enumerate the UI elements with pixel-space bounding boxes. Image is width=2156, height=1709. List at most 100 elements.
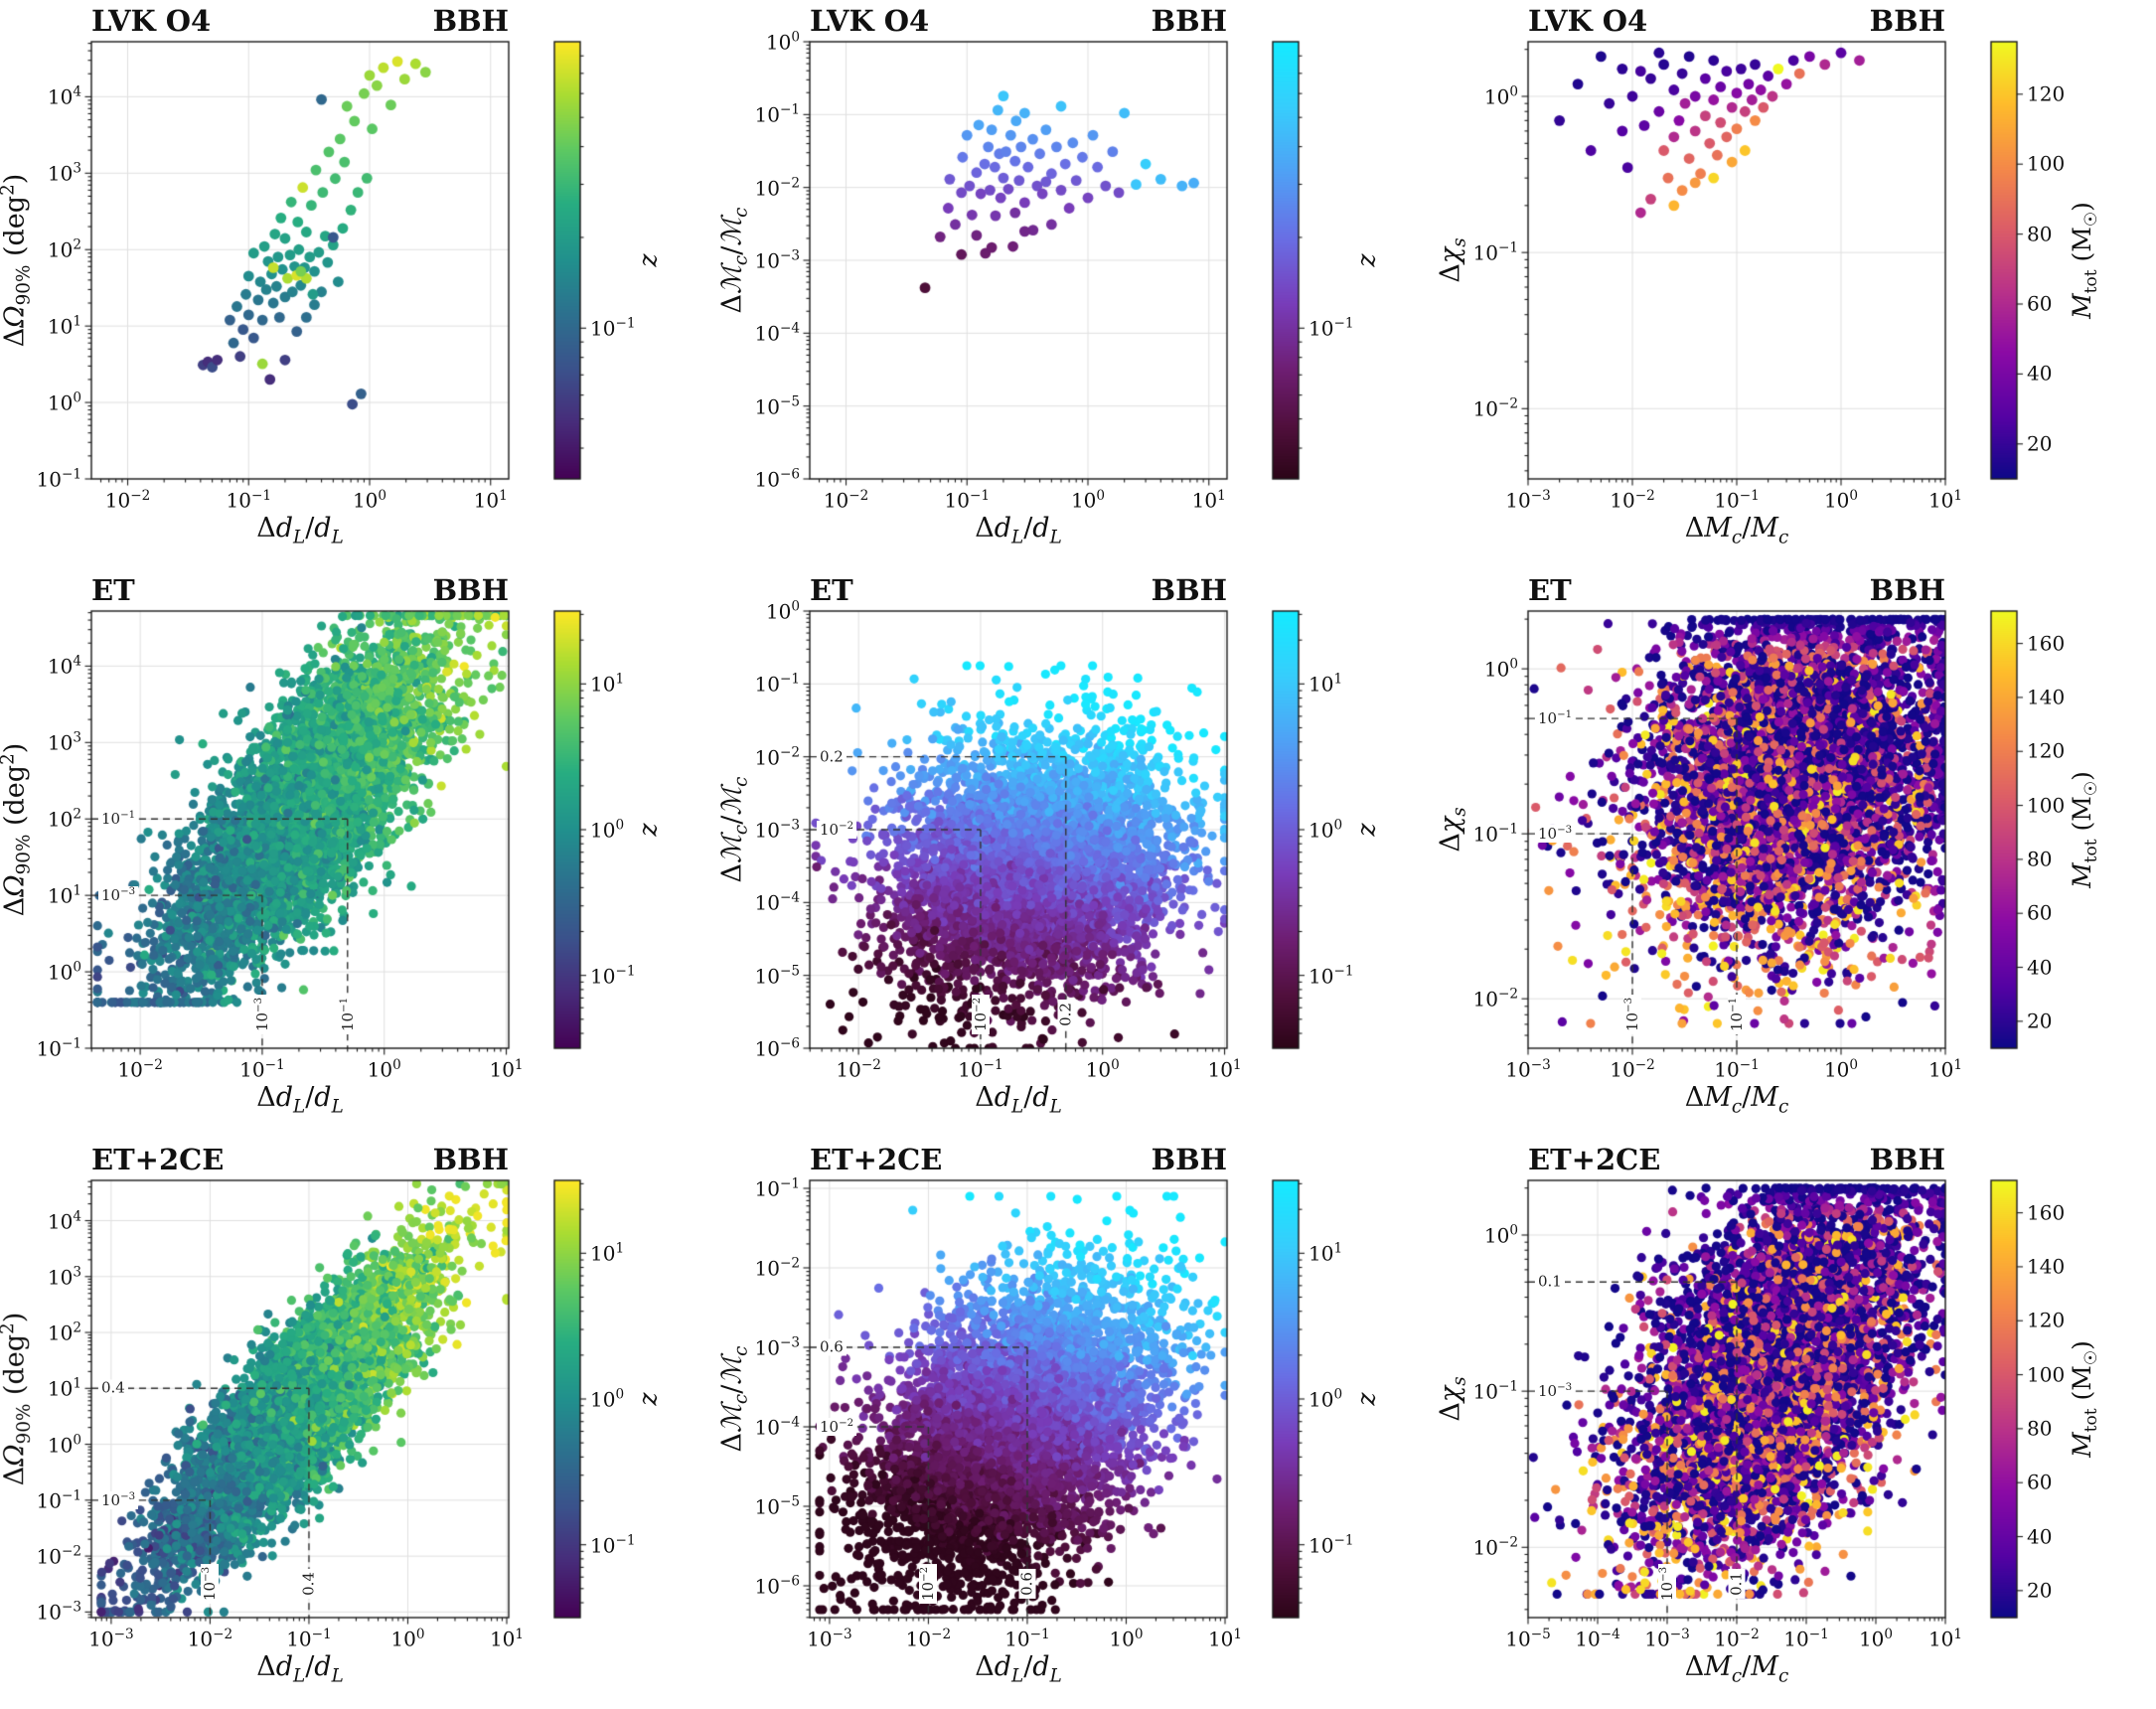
panel-et-chirp-mass: ET BBH Δℳc/ℳc ΔdL/dL z 10−2 10−1 100 101 10−… <box>716 569 1437 1139</box>
colorbar-tick-label: 10−1 <box>1309 1532 1354 1557</box>
panel-network-title: ET <box>91 573 135 607</box>
guide-threshold-label: 10−3 <box>1535 1382 1576 1401</box>
x-tick-label: 10−3 <box>1505 1057 1551 1082</box>
guide-threshold-label: 10−3 <box>1623 994 1641 1035</box>
y-tick-label: 10−1 <box>1472 821 1519 847</box>
y-tick-label: 10−5 <box>754 1493 801 1519</box>
colorbar-label: z <box>633 253 663 267</box>
colorbar-tick-label: 100 <box>590 1386 625 1412</box>
guide-threshold-label: 10−2 <box>919 1563 938 1605</box>
x-tick-label: 10−2 <box>905 1627 952 1651</box>
colorbar-tick-label: 40 <box>2027 1524 2053 1549</box>
colorbar-tick-label: 20 <box>2027 1009 2053 1033</box>
guide-threshold-label: 10−1 <box>1728 994 1746 1035</box>
guide-threshold-label: 0.2 <box>1056 1000 1075 1029</box>
x-tick-label: 101 <box>489 1627 525 1651</box>
y-tick-label: 10−3 <box>754 817 801 843</box>
x-tick-label: 10−4 <box>1575 1627 1620 1651</box>
colorbar-tick-label: 120 <box>2027 1308 2066 1332</box>
colorbar-tick-label: 100 <box>1309 817 1343 843</box>
x-axis-label: ΔMc/Mc <box>1684 1082 1789 1118</box>
y-axis-label: ΔΩ90% (deg2) <box>0 173 35 348</box>
x-tick-label: 10−2 <box>187 1627 233 1651</box>
x-axis-label: ΔMc/Mc <box>1684 1651 1789 1687</box>
x-tick-label: 100 <box>390 1627 425 1651</box>
y-axis-label: Δℳc/ℳc <box>716 207 752 314</box>
panel-population-title: BBH <box>432 1143 509 1176</box>
y-tick-label: 10−2 <box>36 1543 82 1569</box>
x-tick-label: 10−3 <box>807 1627 852 1651</box>
x-tick-label: 10−1 <box>1004 1627 1050 1651</box>
y-tick-label: 10−6 <box>754 466 801 492</box>
y-tick-label: 10−1 <box>754 672 801 697</box>
panel-network-title: LVK O4 <box>1528 4 1648 38</box>
x-tick-label: 101 <box>1927 488 1963 513</box>
y-tick-label: 103 <box>47 1264 81 1290</box>
y-tick-label: 10−6 <box>754 1035 801 1061</box>
x-tick-label: 10−1 <box>226 488 272 513</box>
colorbar-tick-label: 60 <box>2027 1470 2053 1494</box>
y-tick-label: 104 <box>47 1208 81 1233</box>
guide-threshold-label: 0.6 <box>1017 1569 1036 1599</box>
y-tick-label: 100 <box>47 959 81 985</box>
colorbar-tick-label: 160 <box>2027 631 2066 656</box>
guide-threshold-label: 10−3 <box>1535 825 1576 844</box>
panel-population-title: BBH <box>1151 4 1227 38</box>
colorbar-tick-label: 60 <box>2027 900 2053 925</box>
x-axis-label: ΔdL/dL <box>256 1651 344 1687</box>
panel-population-title: BBH <box>432 4 509 38</box>
x-tick-label: 10−1 <box>944 488 991 513</box>
guide-threshold-label: 10−3 <box>201 1563 220 1605</box>
y-tick-label: 10−3 <box>36 1600 82 1625</box>
panel-network-title: LVK O4 <box>810 4 930 38</box>
x-tick-label: 10−3 <box>88 1627 134 1651</box>
panel-network-title: ET <box>810 573 853 607</box>
y-axis-label: Δχs <box>1435 1376 1470 1422</box>
colorbar-label: z <box>1351 253 1381 267</box>
colorbar-tick-label: 101 <box>1309 1241 1343 1266</box>
colorbar-label: Mtot (M☉) <box>2068 1340 2101 1458</box>
y-axis-label: ΔΩ90% (deg2) <box>0 742 35 917</box>
colorbar-tick-label: 10−1 <box>590 1532 636 1557</box>
colorbar-tick-label: 101 <box>590 672 625 697</box>
panel-network-title: ET+2CE <box>810 1143 943 1176</box>
y-tick-label: 100 <box>1483 1222 1518 1248</box>
y-tick-label: 10−3 <box>754 1334 801 1360</box>
y-tick-label: 10−2 <box>754 175 801 200</box>
y-tick-label: 10−4 <box>754 890 801 915</box>
colorbar-label: Mtot (M☉) <box>2068 202 2101 319</box>
x-tick-label: 10−2 <box>117 1057 163 1082</box>
colorbar-tick-label: 10−1 <box>590 963 636 988</box>
colorbar-label: z <box>633 1392 663 1406</box>
panel-lvk-o4-sky-area: LVK O4 BBH ΔΩ90% (deg2) ΔdL/dL z 10−2 10−… <box>0 0 718 569</box>
colorbar-tick-label: 120 <box>2027 81 2066 106</box>
colorbar-tick-label: 80 <box>2027 847 2053 871</box>
scatter-plot-canvas <box>718 0 1437 569</box>
scatter-plot-canvas <box>0 0 718 569</box>
x-tick-label: 10−1 <box>286 1627 332 1651</box>
guide-threshold-label: 10−3 <box>252 994 271 1035</box>
x-tick-label: 10−1 <box>1714 1057 1760 1082</box>
colorbar-label: z <box>1351 1392 1381 1406</box>
y-tick-label: 10−2 <box>1472 1534 1519 1560</box>
colorbar-tick-label: 10−1 <box>1309 963 1354 988</box>
y-tick-label: 10−5 <box>754 963 801 988</box>
panel-et-sky-area: ET BBH ΔΩ90% (deg2) ΔdL/dL z 10−2 10−1 100… <box>0 569 718 1139</box>
x-tick-label: 101 <box>1207 1057 1242 1082</box>
y-tick-label: 100 <box>765 598 800 624</box>
panel-network-title: ET+2CE <box>91 1143 225 1176</box>
guide-threshold-label: 10−3 <box>98 1490 139 1509</box>
panel-et-2ce-sky-area: ET+2CE BBH ΔΩ90% (deg2) ΔdL/dL z 10−310−… <box>0 1139 718 1708</box>
colorbar-tick-label: 100 <box>2027 151 2066 176</box>
colorbar-tick-label: 101 <box>590 1241 625 1266</box>
y-tick-label: 100 <box>1483 83 1518 109</box>
x-tick-label: 10−2 <box>1714 1627 1760 1651</box>
x-tick-label: 10−2 <box>1610 1057 1655 1082</box>
x-axis-label: ΔdL/dL <box>975 1651 1062 1687</box>
guide-threshold-label: 0.4 <box>98 1379 128 1397</box>
colorbar-label: z <box>633 823 663 837</box>
guide-threshold-label: 10−1 <box>98 810 139 829</box>
x-tick-label: 101 <box>1927 1057 1963 1082</box>
y-tick-label: 101 <box>47 313 81 339</box>
y-axis-label: ΔΩ90% (deg2) <box>0 1312 35 1486</box>
